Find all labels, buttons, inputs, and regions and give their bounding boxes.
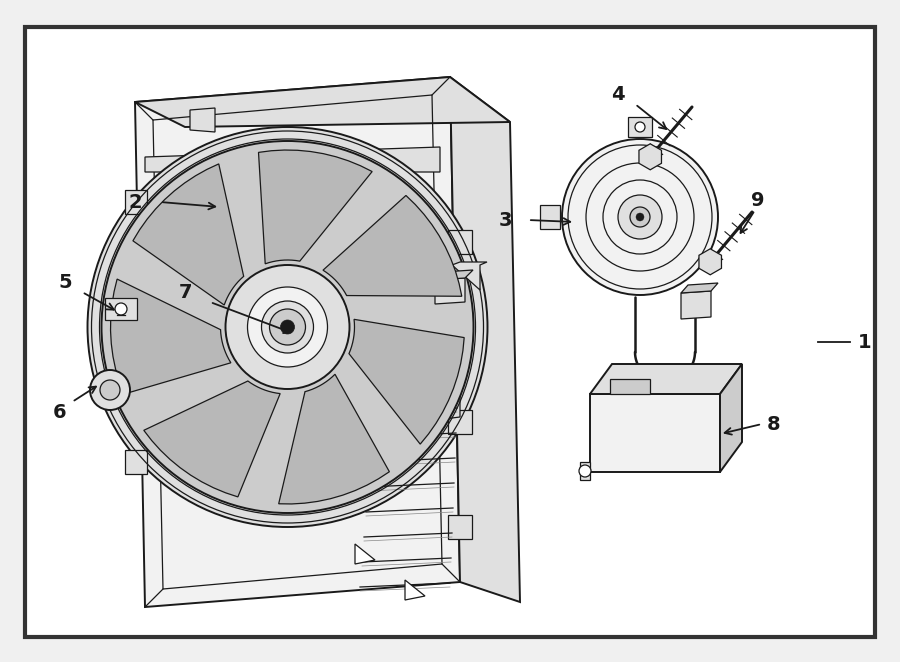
Circle shape xyxy=(579,465,591,477)
Polygon shape xyxy=(405,580,425,600)
Polygon shape xyxy=(105,298,137,320)
Polygon shape xyxy=(279,374,390,504)
FancyBboxPatch shape xyxy=(25,27,875,637)
Circle shape xyxy=(102,141,473,513)
Polygon shape xyxy=(125,190,147,214)
Polygon shape xyxy=(135,77,510,127)
Polygon shape xyxy=(133,164,244,305)
Circle shape xyxy=(226,265,349,389)
Circle shape xyxy=(636,213,644,221)
Polygon shape xyxy=(435,278,465,304)
Text: 2: 2 xyxy=(128,193,142,211)
Circle shape xyxy=(630,207,650,227)
Text: 3: 3 xyxy=(499,211,512,230)
Polygon shape xyxy=(590,394,720,472)
Polygon shape xyxy=(628,117,652,137)
Circle shape xyxy=(269,309,305,345)
Circle shape xyxy=(281,320,294,334)
Polygon shape xyxy=(349,319,464,444)
Polygon shape xyxy=(125,330,147,354)
Circle shape xyxy=(100,380,120,400)
Polygon shape xyxy=(452,262,487,290)
Polygon shape xyxy=(448,410,472,434)
Text: 9: 9 xyxy=(752,191,765,209)
Text: 5: 5 xyxy=(58,273,72,291)
Text: 1: 1 xyxy=(858,332,871,352)
Polygon shape xyxy=(323,195,462,297)
Polygon shape xyxy=(420,382,460,422)
Circle shape xyxy=(635,122,645,132)
Polygon shape xyxy=(639,144,662,169)
Circle shape xyxy=(248,287,328,367)
Circle shape xyxy=(618,195,662,239)
Polygon shape xyxy=(681,291,711,319)
Polygon shape xyxy=(355,544,375,564)
Circle shape xyxy=(562,139,718,295)
Polygon shape xyxy=(448,230,472,254)
Circle shape xyxy=(262,301,313,353)
Polygon shape xyxy=(720,364,742,472)
Polygon shape xyxy=(590,364,742,394)
Polygon shape xyxy=(125,450,147,474)
Polygon shape xyxy=(435,270,473,280)
Polygon shape xyxy=(258,150,373,264)
Polygon shape xyxy=(580,462,590,480)
Polygon shape xyxy=(448,515,472,539)
Polygon shape xyxy=(420,267,460,307)
Text: 6: 6 xyxy=(53,402,67,422)
Polygon shape xyxy=(111,279,231,394)
Circle shape xyxy=(90,370,130,410)
Circle shape xyxy=(115,303,127,315)
Polygon shape xyxy=(450,77,520,602)
Polygon shape xyxy=(190,108,215,132)
Polygon shape xyxy=(699,249,722,275)
Text: 4: 4 xyxy=(611,85,625,103)
Polygon shape xyxy=(144,381,280,497)
Text: 8: 8 xyxy=(767,414,781,434)
Polygon shape xyxy=(540,205,560,229)
Polygon shape xyxy=(681,283,718,293)
Polygon shape xyxy=(610,379,650,394)
Polygon shape xyxy=(145,147,440,172)
Polygon shape xyxy=(135,77,460,607)
Text: 7: 7 xyxy=(178,283,192,301)
Circle shape xyxy=(87,127,488,527)
